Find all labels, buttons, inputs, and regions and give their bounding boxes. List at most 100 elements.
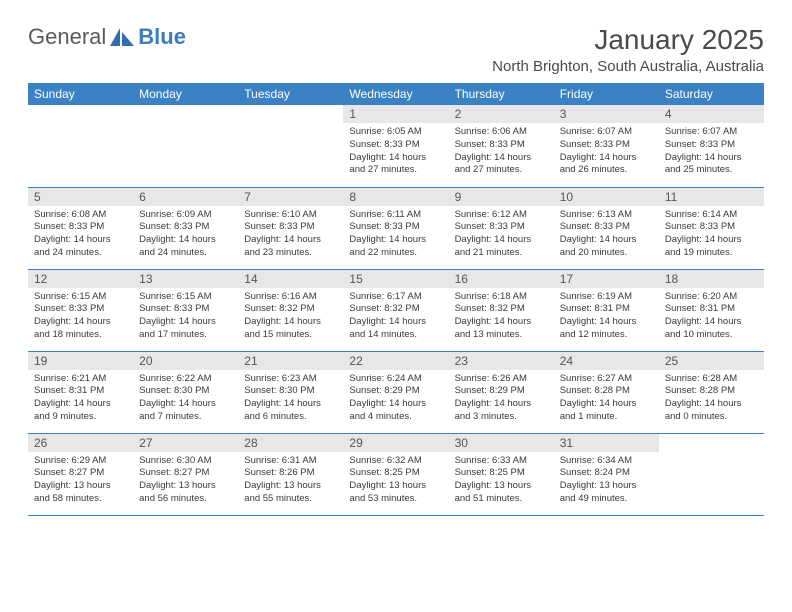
- calendar-day-cell: 23Sunrise: 6:26 AMSunset: 8:29 PMDayligh…: [449, 351, 554, 433]
- day-details: Sunrise: 6:06 AMSunset: 8:33 PMDaylight:…: [449, 123, 554, 181]
- day-details: Sunrise: 6:05 AMSunset: 8:33 PMDaylight:…: [343, 123, 448, 181]
- calendar-day-cell: [133, 105, 238, 187]
- day-number: 8: [343, 188, 448, 206]
- month-title: January 2025: [492, 24, 764, 56]
- day-details: Sunrise: 6:19 AMSunset: 8:31 PMDaylight:…: [554, 288, 659, 346]
- calendar-day-cell: 2Sunrise: 6:06 AMSunset: 8:33 PMDaylight…: [449, 105, 554, 187]
- calendar-day-cell: 1Sunrise: 6:05 AMSunset: 8:33 PMDaylight…: [343, 105, 448, 187]
- calendar-day-cell: 29Sunrise: 6:32 AMSunset: 8:25 PMDayligh…: [343, 433, 448, 515]
- day-number: 13: [133, 270, 238, 288]
- calendar-day-cell: 27Sunrise: 6:30 AMSunset: 8:27 PMDayligh…: [133, 433, 238, 515]
- day-details: Sunrise: 6:32 AMSunset: 8:25 PMDaylight:…: [343, 452, 448, 510]
- day-number: 26: [28, 434, 133, 452]
- calendar-day-cell: 4Sunrise: 6:07 AMSunset: 8:33 PMDaylight…: [659, 105, 764, 187]
- logo-text-blue: Blue: [138, 24, 186, 50]
- day-number: 2: [449, 105, 554, 123]
- day-details: Sunrise: 6:12 AMSunset: 8:33 PMDaylight:…: [449, 206, 554, 264]
- day-details: Sunrise: 6:22 AMSunset: 8:30 PMDaylight:…: [133, 370, 238, 428]
- calendar-day-cell: 11Sunrise: 6:14 AMSunset: 8:33 PMDayligh…: [659, 187, 764, 269]
- day-details: Sunrise: 6:30 AMSunset: 8:27 PMDaylight:…: [133, 452, 238, 510]
- calendar-day-cell: 21Sunrise: 6:23 AMSunset: 8:30 PMDayligh…: [238, 351, 343, 433]
- calendar-page: General Blue January 2025 North Brighton…: [0, 0, 792, 516]
- day-number: [238, 105, 343, 123]
- day-details: Sunrise: 6:09 AMSunset: 8:33 PMDaylight:…: [133, 206, 238, 264]
- day-header: Thursday: [449, 83, 554, 105]
- calendar-week-row: 26Sunrise: 6:29 AMSunset: 8:27 PMDayligh…: [28, 433, 764, 515]
- day-number: 6: [133, 188, 238, 206]
- calendar-day-cell: 5Sunrise: 6:08 AMSunset: 8:33 PMDaylight…: [28, 187, 133, 269]
- day-number: 17: [554, 270, 659, 288]
- calendar-day-cell: 31Sunrise: 6:34 AMSunset: 8:24 PMDayligh…: [554, 433, 659, 515]
- calendar-day-cell: 18Sunrise: 6:20 AMSunset: 8:31 PMDayligh…: [659, 269, 764, 351]
- day-details: Sunrise: 6:08 AMSunset: 8:33 PMDaylight:…: [28, 206, 133, 264]
- calendar-day-cell: [659, 433, 764, 515]
- day-number: [28, 105, 133, 123]
- day-number: 3: [554, 105, 659, 123]
- day-number: 24: [554, 352, 659, 370]
- day-details: Sunrise: 6:07 AMSunset: 8:33 PMDaylight:…: [554, 123, 659, 181]
- logo-text-general: General: [28, 24, 106, 50]
- calendar-week-row: 5Sunrise: 6:08 AMSunset: 8:33 PMDaylight…: [28, 187, 764, 269]
- day-details: Sunrise: 6:15 AMSunset: 8:33 PMDaylight:…: [133, 288, 238, 346]
- day-number: 16: [449, 270, 554, 288]
- day-details: Sunrise: 6:27 AMSunset: 8:28 PMDaylight:…: [554, 370, 659, 428]
- day-number: 29: [343, 434, 448, 452]
- day-header: Saturday: [659, 83, 764, 105]
- day-details: Sunrise: 6:29 AMSunset: 8:27 PMDaylight:…: [28, 452, 133, 510]
- calendar-day-cell: 24Sunrise: 6:27 AMSunset: 8:28 PMDayligh…: [554, 351, 659, 433]
- calendar-day-cell: 13Sunrise: 6:15 AMSunset: 8:33 PMDayligh…: [133, 269, 238, 351]
- day-number: 23: [449, 352, 554, 370]
- calendar-week-row: 1Sunrise: 6:05 AMSunset: 8:33 PMDaylight…: [28, 105, 764, 187]
- day-number: 28: [238, 434, 343, 452]
- day-number: 15: [343, 270, 448, 288]
- calendar-day-cell: 3Sunrise: 6:07 AMSunset: 8:33 PMDaylight…: [554, 105, 659, 187]
- calendar-table: SundayMondayTuesdayWednesdayThursdayFrid…: [28, 83, 764, 516]
- day-number: 31: [554, 434, 659, 452]
- calendar-day-cell: 6Sunrise: 6:09 AMSunset: 8:33 PMDaylight…: [133, 187, 238, 269]
- day-details: Sunrise: 6:07 AMSunset: 8:33 PMDaylight:…: [659, 123, 764, 181]
- day-header: Tuesday: [238, 83, 343, 105]
- day-number: 7: [238, 188, 343, 206]
- calendar-day-cell: 25Sunrise: 6:28 AMSunset: 8:28 PMDayligh…: [659, 351, 764, 433]
- day-number: 19: [28, 352, 133, 370]
- day-header: Sunday: [28, 83, 133, 105]
- calendar-day-cell: 22Sunrise: 6:24 AMSunset: 8:29 PMDayligh…: [343, 351, 448, 433]
- day-number: [133, 105, 238, 123]
- day-details: Sunrise: 6:15 AMSunset: 8:33 PMDaylight:…: [28, 288, 133, 346]
- day-number: 27: [133, 434, 238, 452]
- location-text: North Brighton, South Australia, Austral…: [492, 58, 764, 75]
- day-header: Wednesday: [343, 83, 448, 105]
- day-number: 5: [28, 188, 133, 206]
- calendar-day-cell: [28, 105, 133, 187]
- day-number: 22: [343, 352, 448, 370]
- title-block: January 2025 North Brighton, South Austr…: [492, 24, 764, 75]
- calendar-day-cell: 8Sunrise: 6:11 AMSunset: 8:33 PMDaylight…: [343, 187, 448, 269]
- calendar-day-cell: 12Sunrise: 6:15 AMSunset: 8:33 PMDayligh…: [28, 269, 133, 351]
- calendar-day-cell: 16Sunrise: 6:18 AMSunset: 8:32 PMDayligh…: [449, 269, 554, 351]
- day-details: Sunrise: 6:24 AMSunset: 8:29 PMDaylight:…: [343, 370, 448, 428]
- day-number: [659, 434, 764, 452]
- day-details: Sunrise: 6:18 AMSunset: 8:32 PMDaylight:…: [449, 288, 554, 346]
- calendar-day-cell: 15Sunrise: 6:17 AMSunset: 8:32 PMDayligh…: [343, 269, 448, 351]
- calendar-day-cell: 20Sunrise: 6:22 AMSunset: 8:30 PMDayligh…: [133, 351, 238, 433]
- calendar-week-row: 19Sunrise: 6:21 AMSunset: 8:31 PMDayligh…: [28, 351, 764, 433]
- calendar-day-cell: 10Sunrise: 6:13 AMSunset: 8:33 PMDayligh…: [554, 187, 659, 269]
- day-details: Sunrise: 6:28 AMSunset: 8:28 PMDaylight:…: [659, 370, 764, 428]
- day-number: 1: [343, 105, 448, 123]
- page-header: General Blue January 2025 North Brighton…: [28, 24, 764, 75]
- day-details: Sunrise: 6:23 AMSunset: 8:30 PMDaylight:…: [238, 370, 343, 428]
- day-details: Sunrise: 6:34 AMSunset: 8:24 PMDaylight:…: [554, 452, 659, 510]
- day-number: 25: [659, 352, 764, 370]
- day-number: 18: [659, 270, 764, 288]
- day-number: 12: [28, 270, 133, 288]
- day-details: Sunrise: 6:26 AMSunset: 8:29 PMDaylight:…: [449, 370, 554, 428]
- day-details: Sunrise: 6:16 AMSunset: 8:32 PMDaylight:…: [238, 288, 343, 346]
- day-details: Sunrise: 6:31 AMSunset: 8:26 PMDaylight:…: [238, 452, 343, 510]
- day-header: Monday: [133, 83, 238, 105]
- day-number: 20: [133, 352, 238, 370]
- day-details: Sunrise: 6:14 AMSunset: 8:33 PMDaylight:…: [659, 206, 764, 264]
- day-details: Sunrise: 6:20 AMSunset: 8:31 PMDaylight:…: [659, 288, 764, 346]
- day-details: Sunrise: 6:11 AMSunset: 8:33 PMDaylight:…: [343, 206, 448, 264]
- day-number: 4: [659, 105, 764, 123]
- calendar-header-row: SundayMondayTuesdayWednesdayThursdayFrid…: [28, 83, 764, 105]
